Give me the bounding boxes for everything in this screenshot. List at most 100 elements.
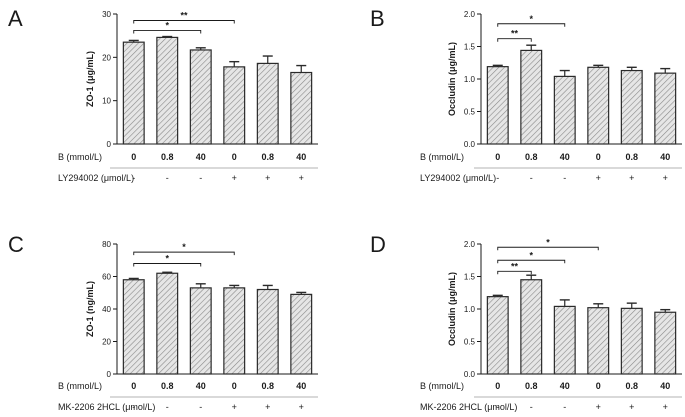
panel-a-y-axis-title: ZO-1 (μg/mL) bbox=[85, 51, 95, 107]
panel-d-y-tick-label: 0.0 bbox=[464, 370, 476, 379]
panel-c-significance-label: * bbox=[182, 242, 186, 252]
panel-c-y-tick-label: 40 bbox=[102, 305, 111, 314]
panel-d-category-label: + bbox=[596, 402, 601, 412]
panel-a-category-label: 0.8 bbox=[161, 152, 174, 162]
panel-c-category-label: - bbox=[166, 402, 169, 412]
panel-c-row-label: MK-2206 2HCL (μmol/L) bbox=[58, 402, 155, 412]
panel-c-row-label: B (mmol/L) bbox=[58, 381, 102, 391]
panel-b-category-label: - bbox=[496, 173, 499, 183]
panel-b-row-label: B (mmol/L) bbox=[420, 152, 464, 162]
panel-a-category-label: 0 bbox=[131, 152, 136, 162]
panel-d-bar bbox=[654, 311, 677, 375]
panel-d-category-label: + bbox=[663, 402, 668, 412]
panel-c-category-label: 0.8 bbox=[261, 381, 274, 391]
panel-d-bar bbox=[620, 307, 643, 375]
panel-c-letter: C bbox=[8, 232, 24, 257]
panel-a-category-label: 40 bbox=[296, 152, 306, 162]
panel-d-y-tick-label: 1.5 bbox=[464, 273, 476, 282]
panel-c-category-label: 0.8 bbox=[161, 381, 174, 391]
panel-b-y-tick-label: 0.0 bbox=[464, 140, 476, 149]
panel-c-category-label: - bbox=[132, 402, 135, 412]
panel-c-category-label: 0 bbox=[131, 381, 136, 391]
panel-d-y-tick-label: 1.0 bbox=[464, 305, 476, 314]
panel-c-bar bbox=[122, 279, 145, 375]
panel-b-letter: B bbox=[370, 6, 385, 31]
panel-c-category-label: 40 bbox=[196, 381, 206, 391]
panel-b-bar bbox=[620, 69, 643, 145]
panel-d-significance-label: * bbox=[546, 237, 550, 247]
panel-c-bar bbox=[223, 287, 246, 375]
panel-b-bar bbox=[520, 49, 543, 145]
panel-b-category-label: 0 bbox=[495, 152, 500, 162]
panel-d-significance-bracket bbox=[497, 270, 532, 275]
panel-b-y-tick-label: 0.5 bbox=[464, 108, 476, 117]
panel-d-category-label: 0.8 bbox=[625, 381, 638, 391]
panel-a-bar bbox=[122, 41, 145, 145]
panel-b-y-tick-label: 1.5 bbox=[464, 43, 476, 52]
panel-c-y-tick-label: 20 bbox=[102, 338, 111, 347]
panel-b-bar bbox=[654, 72, 677, 145]
panel-d-y-tick-label: 0.5 bbox=[464, 338, 476, 347]
panel-d-category-label: - bbox=[530, 402, 533, 412]
panel-b-category-label: + bbox=[629, 173, 634, 183]
panel-b-category-label: + bbox=[663, 173, 668, 183]
panel-a-significance-label: * bbox=[165, 20, 169, 30]
panel-c-category-label: + bbox=[265, 402, 270, 412]
panel-a-significance-bracket bbox=[133, 30, 202, 34]
panel-d-significance-label: * bbox=[529, 250, 533, 260]
panel-c-category-label: 40 bbox=[296, 381, 306, 391]
panel-c-bar bbox=[156, 272, 179, 375]
panel-b-category-label: - bbox=[530, 173, 533, 183]
panel-b-category-label: 0 bbox=[596, 152, 601, 162]
panel-c-category-label: + bbox=[232, 402, 237, 412]
panel-d-category-label: + bbox=[629, 402, 634, 412]
panel-a-bar bbox=[156, 36, 179, 145]
panel-d-letter: D bbox=[370, 232, 386, 257]
panel-d-category-label: 40 bbox=[660, 381, 670, 391]
panel-b-significance-bracket bbox=[497, 23, 566, 27]
panel-d-significance-label: ** bbox=[511, 261, 519, 271]
panel-a-category-label: 0.8 bbox=[261, 152, 274, 162]
panel-a-category-label: - bbox=[132, 173, 135, 183]
panel-a-category-label: - bbox=[166, 173, 169, 183]
panel-b-y-tick-label: 1.0 bbox=[464, 75, 476, 84]
panel-d-category-label: 0 bbox=[495, 381, 500, 391]
panel-d-bar bbox=[520, 279, 543, 375]
panel-a-significance-bracket bbox=[133, 20, 235, 24]
panel-d-bar bbox=[553, 305, 576, 375]
panel-d-category-label: 0 bbox=[596, 381, 601, 391]
panel-d-category-label: 0.8 bbox=[525, 381, 538, 391]
panel-b-category-label: 40 bbox=[560, 152, 570, 162]
panel-d-bar bbox=[587, 307, 610, 375]
panel-a-bar bbox=[223, 66, 246, 145]
panel-d-category-label: - bbox=[563, 402, 566, 412]
panel-b-category-label: + bbox=[596, 173, 601, 183]
panel-b-category-label: 0.8 bbox=[525, 152, 538, 162]
panel-b-category-label: 0.8 bbox=[625, 152, 638, 162]
panel-a-y-tick-label: 30 bbox=[102, 10, 111, 19]
panel-d-category-label: - bbox=[496, 402, 499, 412]
panel-a-category-label: 0 bbox=[232, 152, 237, 162]
panel-b-bar bbox=[553, 75, 576, 145]
panel-d-bar bbox=[486, 296, 509, 375]
panel-c-significance-label: * bbox=[165, 254, 169, 264]
panel-b-significance-label: * bbox=[529, 14, 533, 24]
panel-d-y-axis-title: Occludin (μg/mL) bbox=[447, 272, 457, 346]
panel-b-bar bbox=[486, 66, 509, 145]
panel-c: C 0 20 40 60 80 ZO-1 (ng/mL) * * B (mmol/L) 0 0.8 4… bbox=[8, 232, 318, 412]
panel-a-bar bbox=[256, 62, 279, 145]
panel-d-significance-bracket bbox=[497, 259, 566, 264]
panel-a-category-label: - bbox=[199, 173, 202, 183]
panel-c-category-label: 0 bbox=[232, 381, 237, 391]
panel-b-significance-bracket bbox=[497, 38, 532, 42]
panel-a-category-label: + bbox=[299, 173, 304, 183]
panel-b-category-label: - bbox=[563, 173, 566, 183]
panel-a-row-label: B (mmol/L) bbox=[58, 152, 102, 162]
panel-c-plot: 0 20 40 60 80 ZO-1 (ng/mL) * * B (mmol/L) 0 0.8 40 0… bbox=[58, 240, 318, 412]
